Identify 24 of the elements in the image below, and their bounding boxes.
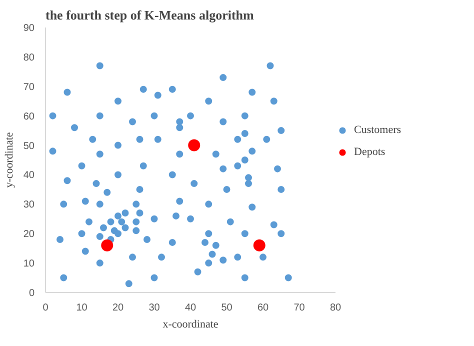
- y-tick-label: 0: [28, 288, 35, 299]
- chart-title: the fourth step of K-Means algorithm: [46, 8, 254, 22]
- x-tick-label: 50: [221, 302, 233, 314]
- x-tick-label: 20: [112, 302, 124, 314]
- y-tick-label: 30: [23, 200, 35, 211]
- x-tick-label: 40: [184, 302, 196, 314]
- x-tick-label: 30: [148, 302, 160, 314]
- y-axis-title: y-coordinate: [3, 132, 16, 188]
- x-tick-label: 70: [294, 302, 306, 314]
- y-tick-label: 70: [23, 82, 35, 93]
- y-tick-label: 80: [23, 52, 35, 64]
- legend-label: Customers: [354, 124, 402, 136]
- y-tick-label: 10: [23, 258, 35, 270]
- y-tick-label: 90: [23, 23, 35, 34]
- x-tick-label: 80: [330, 302, 342, 314]
- y-tick-label: 40: [23, 170, 35, 182]
- y-tick-label: 50: [23, 140, 35, 152]
- x-tick-label: 60: [257, 302, 269, 314]
- y-tick-label: 20: [23, 229, 35, 240]
- y-tick-label: 60: [23, 111, 35, 122]
- legend-label: Depots: [354, 146, 386, 158]
- x-tick-label: 10: [76, 302, 88, 314]
- x-tick-label: 0: [42, 302, 49, 314]
- x-axis-title: x-coordinate: [162, 318, 218, 330]
